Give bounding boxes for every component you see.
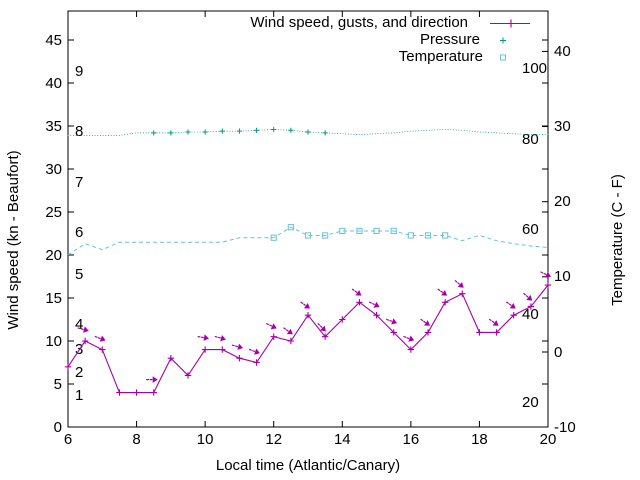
svg-text:9: 9 xyxy=(75,63,83,80)
svg-text:Pressure: Pressure xyxy=(420,31,480,48)
svg-text:20: 20 xyxy=(554,193,571,210)
svg-text:20: 20 xyxy=(45,247,62,264)
svg-text:20: 20 xyxy=(522,394,539,411)
svg-text:8: 8 xyxy=(75,123,83,140)
svg-text:-10: -10 xyxy=(554,419,576,436)
svg-text:18: 18 xyxy=(471,431,488,448)
svg-text:40: 40 xyxy=(45,75,62,92)
svg-text:100: 100 xyxy=(522,60,547,77)
svg-text:5: 5 xyxy=(54,376,62,393)
svg-text:16: 16 xyxy=(403,431,420,448)
svg-text:Local time (Atlantic/Canary): Local time (Atlantic/Canary) xyxy=(216,457,400,474)
svg-text:80: 80 xyxy=(522,131,539,148)
svg-text:45: 45 xyxy=(45,32,62,49)
svg-text:10: 10 xyxy=(554,268,571,285)
svg-text:Wind speed (kn - Beaufort): Wind speed (kn - Beaufort) xyxy=(5,150,22,329)
svg-text:1: 1 xyxy=(75,387,83,404)
svg-text:7: 7 xyxy=(75,174,83,191)
svg-text:5: 5 xyxy=(75,266,83,283)
svg-text:0: 0 xyxy=(554,344,562,361)
svg-text:2: 2 xyxy=(75,364,83,381)
svg-text:6: 6 xyxy=(75,224,83,241)
svg-text:12: 12 xyxy=(265,431,282,448)
svg-text:10: 10 xyxy=(45,333,62,350)
svg-text:Wind speed, gusts, and directi: Wind speed, gusts, and direction xyxy=(250,14,468,31)
svg-text:10: 10 xyxy=(197,431,214,448)
svg-text:35: 35 xyxy=(45,118,62,135)
svg-text:Temperature: Temperature xyxy=(399,48,483,65)
svg-text:6: 6 xyxy=(64,431,72,448)
svg-text:25: 25 xyxy=(45,204,62,221)
svg-text:4: 4 xyxy=(75,316,83,333)
svg-text:Temperature (C - F): Temperature (C - F) xyxy=(609,174,626,306)
svg-text:30: 30 xyxy=(554,118,571,135)
svg-text:15: 15 xyxy=(45,290,62,307)
svg-text:40: 40 xyxy=(554,43,571,60)
svg-text:30: 30 xyxy=(45,161,62,178)
svg-text:8: 8 xyxy=(132,431,140,448)
svg-text:60: 60 xyxy=(522,221,539,238)
svg-text:14: 14 xyxy=(334,431,351,448)
svg-text:0: 0 xyxy=(54,419,62,436)
